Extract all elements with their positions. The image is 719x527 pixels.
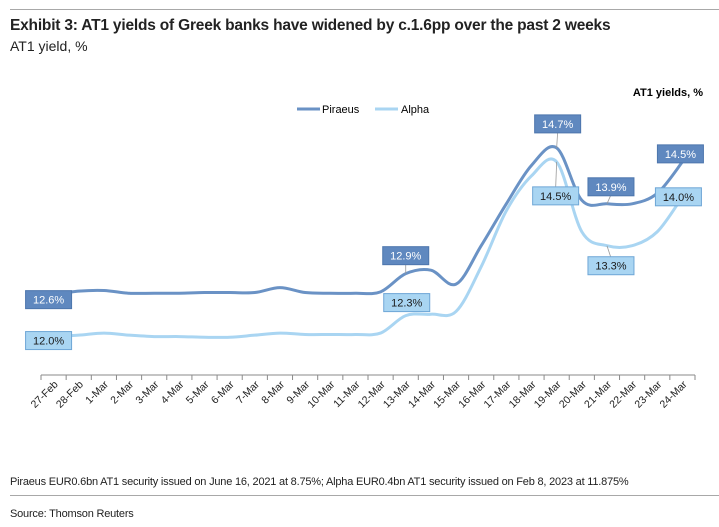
bottom-rule	[10, 495, 719, 496]
data-label-piraeus: 12.6%	[25, 290, 73, 310]
legend-label-piraeus: Piraeus	[322, 104, 360, 116]
data-label-alpha: 14.5%	[532, 186, 580, 206]
data-label-box	[587, 177, 635, 197]
data-label-text: 13.3%	[595, 261, 626, 273]
data-label-alpha: 12.0%	[25, 331, 73, 351]
line-chart: AT1 yields, % Piraeus Alpha 27-Feb28-Feb…	[25, 87, 704, 411]
x-tick-label: 24-Mar	[658, 378, 690, 410]
x-tick-label: 5-Mar	[184, 378, 212, 406]
data-label-box	[382, 246, 430, 266]
top-rule	[10, 9, 719, 10]
data-label-leader	[606, 245, 612, 258]
x-axis: 27-Feb28-Feb1-Mar2-Mar3-Mar4-Mar5-Mar6-M…	[29, 374, 696, 411]
data-label-leader	[555, 161, 558, 188]
x-tick-label: 3-Mar	[133, 378, 161, 406]
data-label-piraeus: 14.7%	[534, 114, 582, 134]
x-tick-label: 6-Mar	[209, 378, 237, 406]
x-tick-label: 4-Mar	[159, 378, 187, 406]
footnote: Piraeus EUR0.6bn AT1 security issued on …	[10, 476, 629, 488]
data-label-box	[25, 290, 73, 310]
data-label-piraeus: 13.9%	[587, 177, 635, 197]
chart-title: AT1 yields, %	[633, 87, 703, 99]
x-tick-label: 28-Feb	[54, 379, 86, 411]
exhibit-subtitle: AT1 yield, %	[10, 38, 88, 54]
data-label-piraeus: 12.9%	[382, 246, 430, 266]
data-label-box	[654, 187, 702, 207]
data-label-box	[656, 144, 704, 164]
data-label-text: 12.0%	[33, 336, 64, 348]
series-lines	[52, 145, 684, 339]
x-tick-label: 1-Mar	[83, 378, 111, 406]
data-label-text: 12.6%	[33, 295, 64, 307]
x-tick-label: 10-Mar	[305, 378, 337, 410]
x-tick-label: 27-Feb	[29, 379, 61, 411]
series-line-alpha	[52, 157, 684, 339]
data-label-text: 13.9%	[595, 182, 626, 194]
data-label-text: 14.5%	[540, 191, 571, 203]
x-tick-label: 2-Mar	[108, 378, 136, 406]
data-label-text: 14.0%	[663, 192, 694, 204]
data-label-alpha: 12.3%	[383, 293, 431, 313]
data-label-alpha: 14.0%	[654, 187, 702, 207]
legend-label-alpha: Alpha	[401, 104, 430, 116]
series-line-piraeus	[52, 145, 684, 297]
data-label-box	[25, 331, 73, 351]
data-label-text: 14.7%	[542, 119, 573, 131]
data-labels: 12.6% 12.9% 14.7% 13.9% 14.5% 12.0% 12.3% 14.5%…	[25, 114, 704, 351]
data-label-box	[587, 256, 635, 276]
data-label-box	[532, 186, 580, 206]
x-tick-label: 7-Mar	[234, 378, 262, 406]
data-label-text: 12.3%	[391, 298, 422, 310]
data-label-text: 12.9%	[390, 251, 421, 263]
legend: Piraeus Alpha	[297, 104, 430, 116]
data-label-leader	[556, 131, 559, 148]
data-label-text: 14.5%	[665, 149, 696, 161]
data-label-box	[383, 293, 431, 313]
x-tick-label: 8-Mar	[259, 378, 287, 406]
exhibit-title: Exhibit 3: AT1 yields of Greek banks hav…	[10, 17, 611, 34]
data-label-box	[534, 114, 582, 134]
data-label-piraeus: 14.5%	[656, 144, 704, 164]
data-label-alpha: 13.3%	[587, 256, 635, 276]
source-note: Source: Thomson Reuters	[10, 508, 134, 520]
